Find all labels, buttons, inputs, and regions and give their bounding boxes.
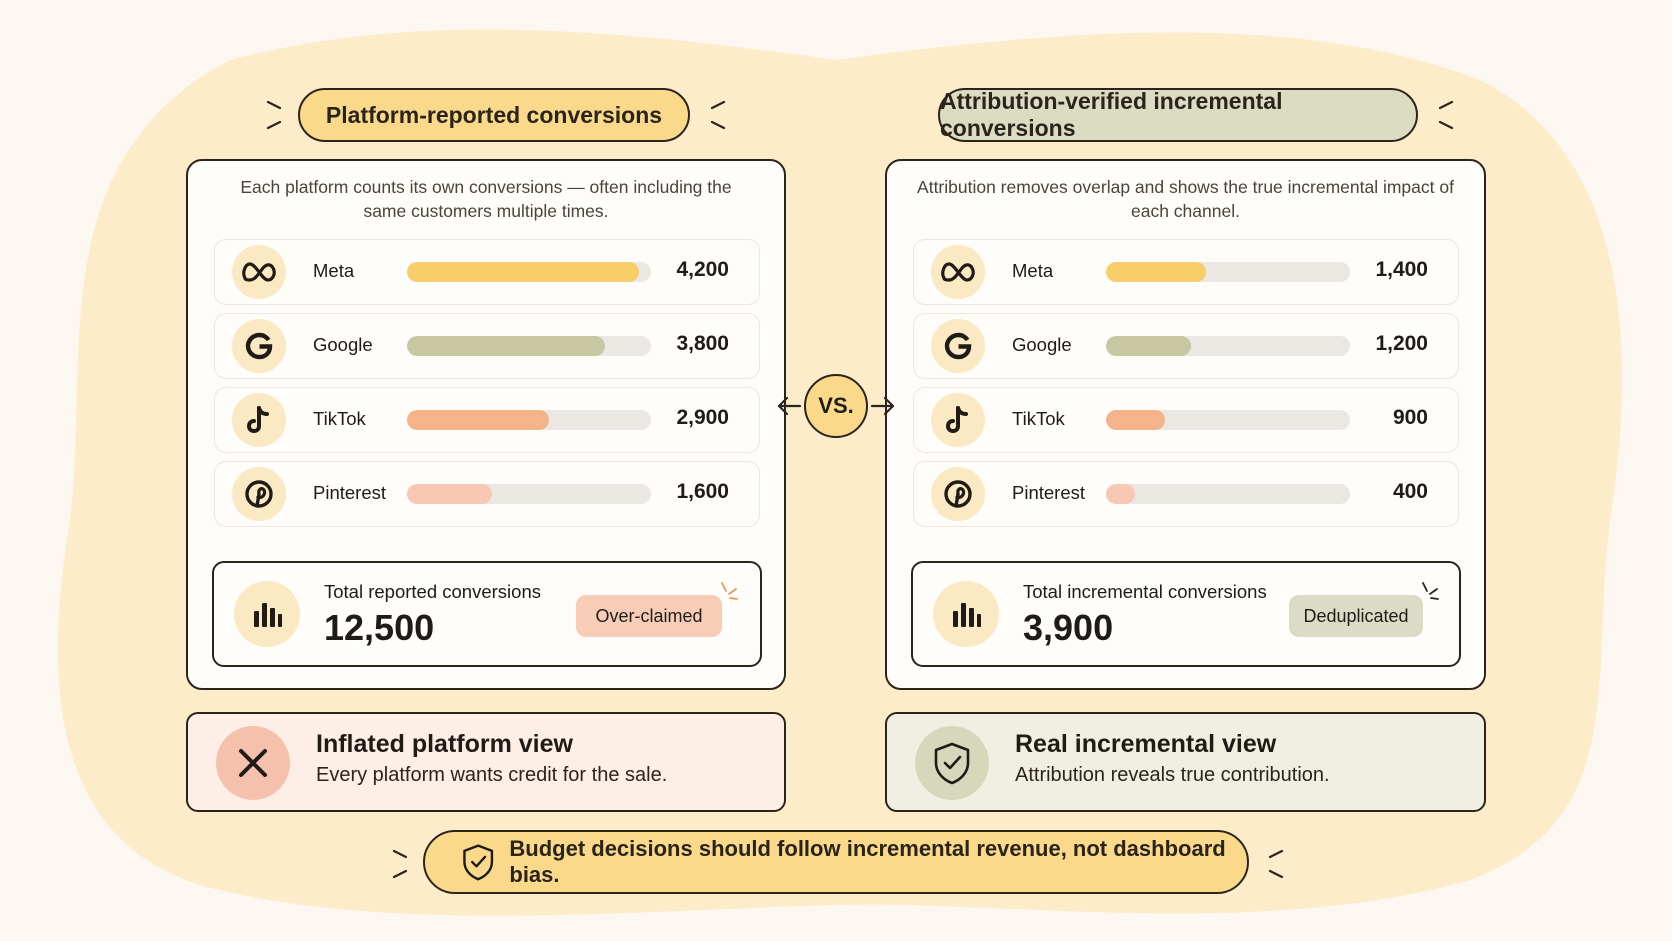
total-label: Total incremental conversions [1023,581,1267,602]
channel-row-meta: Meta 1,400 [913,239,1459,305]
conversion-bar-track [1106,484,1350,504]
channel-row-pinterest: Pinterest 1,600 [214,461,760,527]
conversion-bar-fill [1106,262,1207,282]
conversion-bar-fill [407,262,639,282]
conversion-value: 400 [1392,480,1428,503]
channel-name: Google [1012,334,1072,355]
over-claimed-badge: Over-claimed [576,595,722,637]
channel-name: Meta [1012,260,1054,281]
conversion-value: 1,200 [1375,332,1428,355]
channel-name: Pinterest [1012,482,1086,503]
deduplicated-badge: Deduplicated [1289,595,1423,637]
total-label: Total reported conversions [324,581,541,602]
meta-icon [232,245,286,299]
total-reported-card: Total reported conversions 12,500 Over-c… [212,561,762,667]
sparkle-decoration [721,582,738,600]
right-heading-pill: Attribution-verified incremental convers… [938,88,1418,142]
panel-description: Attribution removes overlap and shows th… [917,177,1454,221]
x-icon [216,726,290,800]
google-icon [232,319,286,373]
sparkle-decoration [710,100,726,130]
channel-name: TikTok [1012,408,1065,429]
conversion-value: 1,600 [676,480,729,503]
conversion-bar-fill [1106,410,1165,430]
conversion-bar-track [1106,410,1350,430]
total-incremental-card: Total incremental conversions 3,900 Dedu… [911,561,1461,667]
channel-row-tiktok: TikTok 900 [913,387,1459,453]
total-value: 3,900 [1023,607,1114,648]
footer-pill: Budget decisions should follow increment… [423,830,1249,894]
attribution-verified-panel: Attribution removes overlap and shows th… [885,159,1486,690]
sparkle-decoration [266,100,282,130]
bar-chart-icon [933,581,999,647]
sparkle-decoration [1422,582,1439,600]
conversion-value: 900 [1392,406,1428,429]
real-view-note: Real incremental view Attribution reveal… [885,712,1486,812]
conversion-bar-track [407,262,651,282]
pinterest-icon [931,467,985,521]
conversion-bar-track [1106,262,1350,282]
tiktok-icon [931,393,985,447]
channel-name: Google [313,334,373,355]
channel-row-google: Google 1,200 [913,313,1459,379]
conversion-value: 3,800 [676,332,729,355]
conversion-bar-fill [407,484,493,504]
vs-badge: VS. [804,374,868,438]
tiktok-icon [232,393,286,447]
conversion-value: 4,200 [676,258,729,281]
note-title: Real incremental view [1015,730,1277,758]
conversion-bar-track [407,484,651,504]
channel-row-google: Google 3,800 [214,313,760,379]
channel-row-meta: Meta 4,200 [214,239,760,305]
conversion-bar-fill [1106,484,1136,504]
sparkle-decoration [1268,849,1284,879]
shield-check-icon [915,726,989,800]
google-icon [931,319,985,373]
channel-row-pinterest: Pinterest 400 [913,461,1459,527]
conversion-value: 2,900 [676,406,729,429]
note-title: Inflated platform view [316,730,573,758]
panel-description: Each platform counts its own conversions… [240,177,732,221]
sparkle-decoration [1438,100,1454,130]
arrow-right-icon [870,396,895,416]
channel-name: Pinterest [313,482,387,503]
total-value: 12,500 [324,607,435,648]
channel-name: TikTok [313,408,366,429]
note-subtitle: Every platform wants credit for the sale… [316,764,668,786]
bar-chart-icon [234,581,300,647]
conversion-bar-fill [407,336,605,356]
conversion-bar-fill [1106,336,1192,356]
shield-check-icon [463,844,494,881]
conversion-bar-fill [407,410,549,430]
conversion-value: 1,400 [1375,258,1428,281]
footer-text: Budget decisions should follow increment… [509,836,1226,887]
arrow-left-icon [777,396,802,416]
meta-icon [931,245,985,299]
note-subtitle: Attribution reveals true contribution. [1015,764,1330,786]
conversion-bar-track [407,410,651,430]
conversion-bar-track [407,336,651,356]
pinterest-icon [232,467,286,521]
left-heading-pill: Platform-reported conversions [298,88,690,142]
sparkle-decoration [392,849,408,879]
platform-reported-panel: Each platform counts its own conversions… [186,159,786,690]
channel-name: Meta [313,260,355,281]
channel-row-tiktok: TikTok 2,900 [214,387,760,453]
inflated-view-note: Inflated platform view Every platform wa… [186,712,786,812]
conversion-bar-track [1106,336,1350,356]
